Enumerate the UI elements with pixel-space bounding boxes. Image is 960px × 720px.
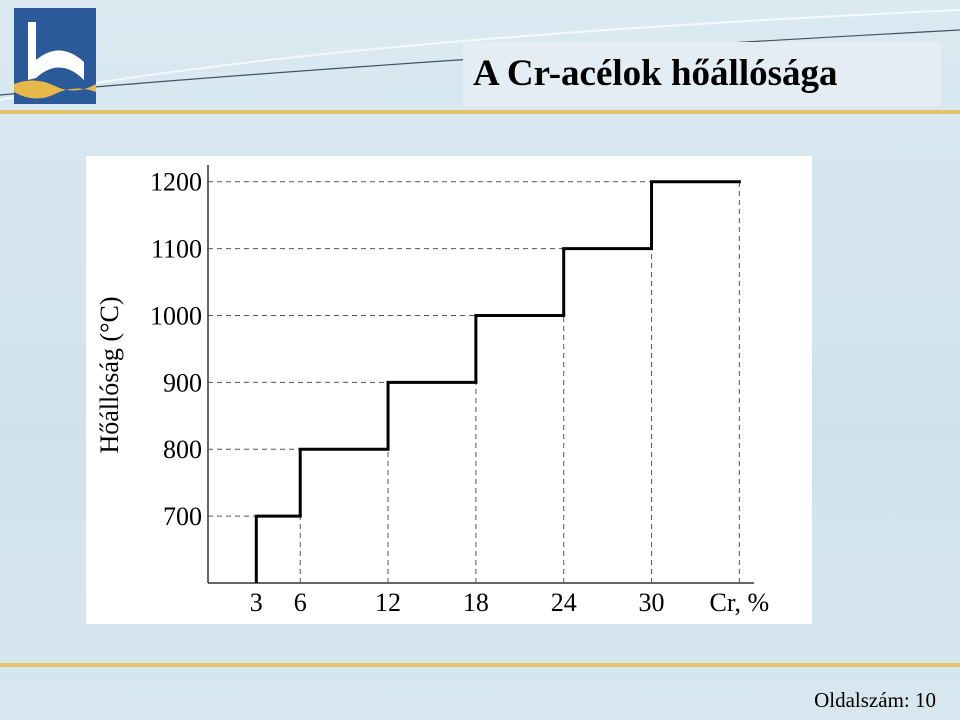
x-tick-label: 3 bbox=[250, 588, 263, 617]
x-tick-label: Cr, % bbox=[710, 588, 770, 617]
y-axis-title: Hőállóság (°C) bbox=[95, 297, 124, 454]
x-tick-label: 6 bbox=[294, 588, 307, 617]
x-tick-label: 24 bbox=[551, 588, 577, 617]
x-tick-label: 30 bbox=[639, 588, 665, 617]
logo bbox=[14, 8, 96, 104]
x-tick-label: 18 bbox=[463, 588, 489, 617]
slide-title: A Cr-acélok hőállósága bbox=[463, 42, 941, 106]
chart-area bbox=[86, 156, 812, 624]
page-number: Oldalszám: 10 bbox=[814, 688, 936, 712]
y-tick-label: 1200 bbox=[150, 168, 202, 197]
y-tick-label: 1100 bbox=[151, 235, 202, 264]
x-tick-label: 12 bbox=[375, 588, 401, 617]
y-tick-label: 700 bbox=[163, 502, 202, 531]
y-tick-label: 800 bbox=[163, 435, 202, 464]
y-tick-label: 900 bbox=[163, 368, 202, 397]
y-tick-label: 1000 bbox=[150, 301, 202, 330]
